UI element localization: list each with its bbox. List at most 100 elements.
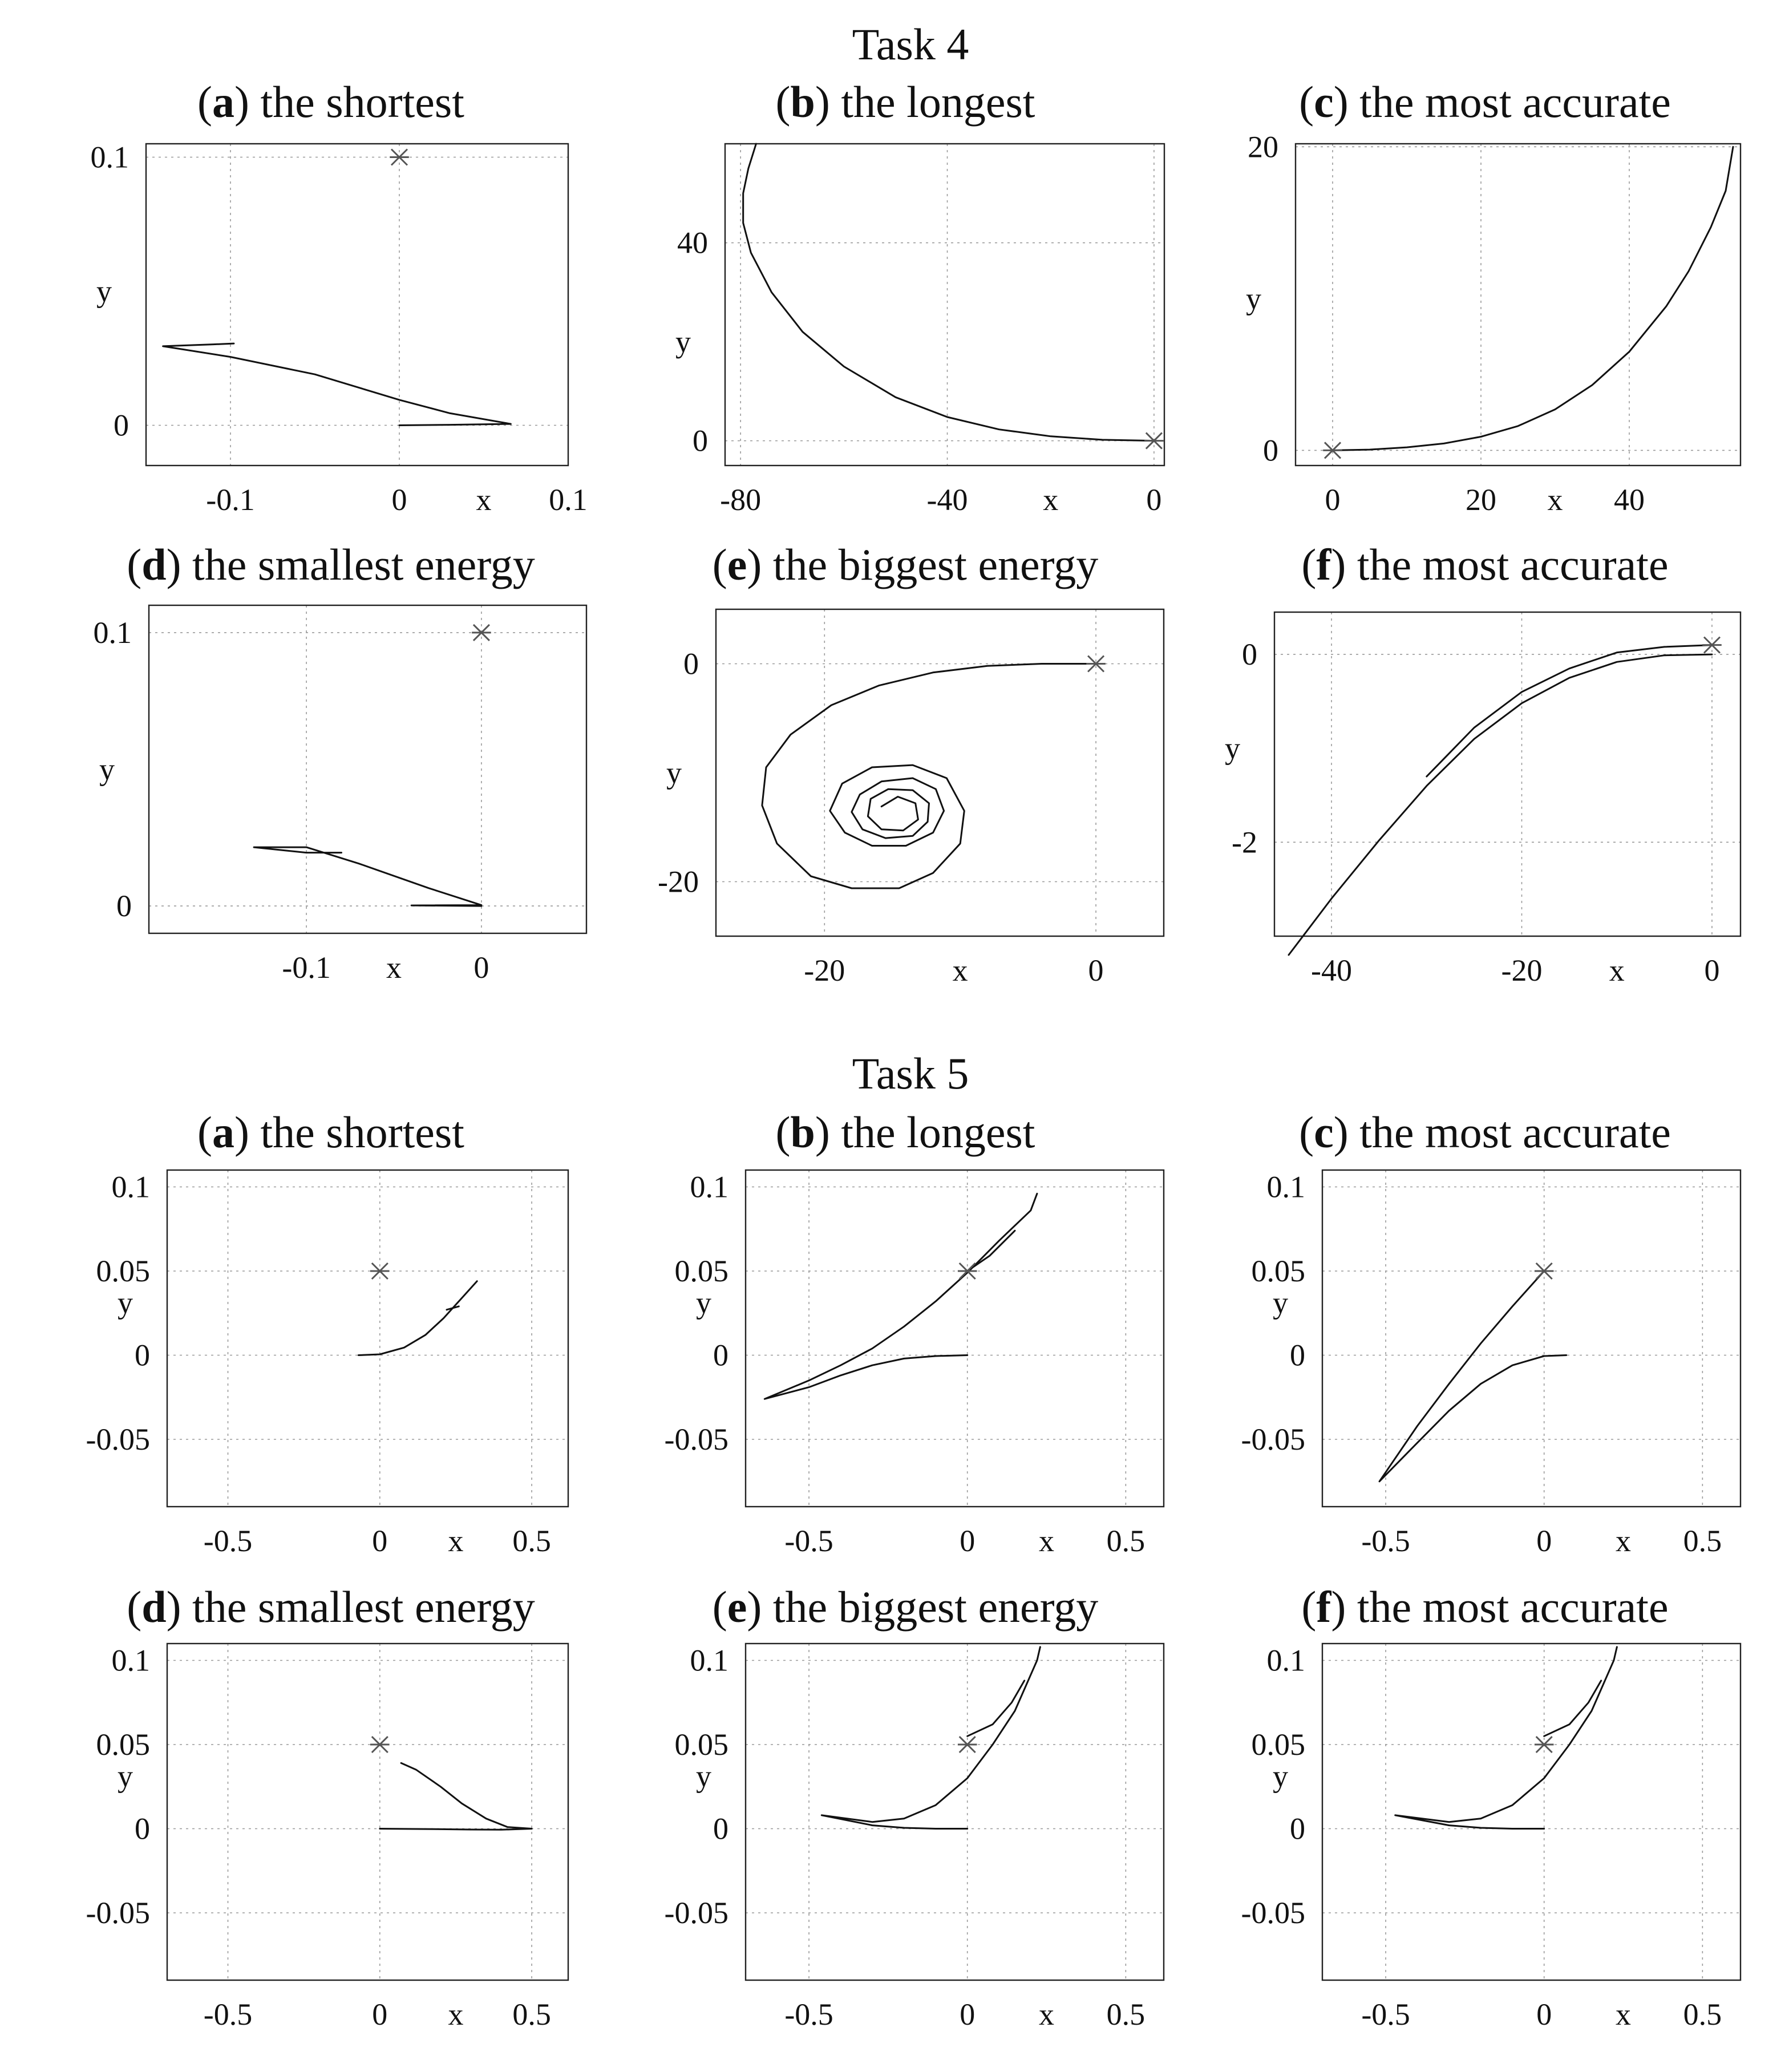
panel-letter: b [791, 77, 815, 127]
x-tick-label: -40 [1311, 953, 1352, 988]
y-axis-label: y [118, 1759, 133, 1793]
x-tick-label: 0.5 [1107, 1997, 1146, 2031]
panel-title-text: ) the smallest energy [167, 540, 535, 589]
plot-frame [724, 143, 1165, 467]
panel-title-t5f: (f) the most accurate [1301, 1582, 1668, 1632]
series-line-trajectory [763, 1192, 1038, 1400]
x-tick-label: 0.1 [549, 483, 588, 517]
y-tick-label: 0.05 [96, 1254, 151, 1288]
panel-title-text: ) the shortest [234, 77, 464, 127]
x-axis-label: x [1039, 1524, 1054, 1558]
y-tick-label: 0.1 [112, 1644, 151, 1678]
series-line-tail [446, 1305, 460, 1311]
panel-t5b: (b) the longest -0.5 0 0.5 -0.05 0 0.05 0.1 x y [665, 1107, 1165, 1558]
y-tick-label: 0 [135, 1812, 150, 1846]
panel-t5a: (a) the shortest -0.5 0 0.5 -0.05 0 0.05 0.1 x y [86, 1107, 569, 1558]
panel-t4c: (c) the most accurate 0 20 40 0 20 x y [1246, 77, 1742, 517]
panel-letter: c [1314, 77, 1334, 127]
x-axis-label: x [1039, 1997, 1054, 2031]
y-tick-label: 0.05 [1252, 1727, 1306, 1762]
x-tick-label: 0.5 [1107, 1524, 1146, 1558]
plot-frame [145, 143, 569, 467]
y-tick-label: -2 [1232, 825, 1257, 859]
panel-title-text: ) the most accurate [1334, 77, 1671, 127]
x-axis-label: x [1616, 1997, 1631, 2031]
panel-paren-open: ( [127, 540, 141, 589]
x-axis-label: x [1043, 483, 1058, 517]
y-tick-label: 0 [1263, 433, 1278, 467]
y-axis-label: y [675, 325, 691, 359]
panels: (a) the shortest-0.1 0 0.100.1xy(b) the lo… [86, 77, 1742, 2031]
panel-t5f: (f) the most accurate -0.5 0 0.5 -0.05 0 0.05 0… [1241, 1582, 1742, 2031]
panel-title-t4a: (a) the shortest [197, 77, 464, 127]
x-tick-label: 0 [1536, 1524, 1552, 1558]
plot-frame [1321, 1642, 1742, 1981]
series-line-trajectory [379, 1762, 533, 1831]
series-line-trajectory [1331, 145, 1734, 451]
y-tick-label: 0 [135, 1338, 150, 1373]
y-tick-label: 0.1 [91, 140, 129, 175]
y-tick-label: 0.1 [1267, 1644, 1306, 1678]
y-tick-label: -0.05 [1241, 1896, 1305, 1930]
series-line-trajectory [358, 1280, 478, 1356]
panel-t4b: (b) the longest -80 -40 0 0 40 x y [675, 77, 1165, 517]
panel-title-t4c: (c) the most accurate [1299, 77, 1671, 127]
target-marker [472, 624, 491, 641]
series-line-tail [966, 1680, 1026, 1737]
x-tick-label: 20 [1466, 483, 1496, 517]
y-tick-label: 40 [677, 226, 708, 260]
y-axis-label: y [696, 1285, 711, 1320]
panel-t4e: (e) the biggest energy -20 0 -20 0 x y [658, 540, 1165, 988]
series-line-trajectory [820, 1646, 1041, 1830]
plot-frame [744, 1169, 1165, 1508]
y-tick-label: 0.05 [1252, 1254, 1306, 1288]
x-tick-label: 40 [1614, 483, 1645, 517]
y-tick-label: 0 [1290, 1338, 1305, 1373]
panel-title-text: ) the shortest [234, 1107, 464, 1157]
x-axis-label: x [1548, 483, 1563, 517]
panel-paren-open: ( [1299, 1107, 1314, 1157]
x-tick-label: 0.5 [512, 1997, 551, 2031]
y-tick-label: 0 [1290, 1812, 1305, 1846]
y-tick-label: 0 [116, 889, 132, 923]
panel-title-text: ) the most accurate [1331, 540, 1668, 589]
panel-title-t5b: (b) the longest [776, 1107, 1035, 1157]
y-tick-label: 0.1 [690, 1170, 729, 1204]
x-tick-label: -0.5 [784, 1524, 833, 1558]
y-tick-label: 20 [1248, 130, 1278, 164]
x-tick-label: -20 [1501, 953, 1543, 988]
target-marker [1534, 1262, 1554, 1280]
series-line-trajectory [1288, 653, 1713, 956]
panel-letter: a [212, 77, 234, 127]
y-tick-label: 0.05 [675, 1254, 729, 1288]
panel-title-t5d: (d) the smallest energy [127, 1582, 535, 1632]
panel-title-text: ) the most accurate [1334, 1107, 1671, 1157]
x-tick-label: 0.5 [1683, 1524, 1722, 1558]
panel-letter: a [212, 1107, 234, 1157]
panel-title-t5a: (a) the shortest [197, 1107, 464, 1157]
target-marker [1702, 636, 1722, 654]
x-tick-label: 0 [1536, 1997, 1552, 2031]
x-tick-label: -40 [927, 483, 968, 517]
y-axis-label: y [1273, 1285, 1288, 1320]
panel-title-t5c: (c) the most accurate [1299, 1107, 1671, 1157]
x-tick-label: 0 [372, 1997, 387, 2031]
x-tick-label: 0 [960, 1524, 975, 1558]
x-tick-label: -20 [804, 953, 845, 988]
x-tick-label: 0 [392, 483, 407, 517]
x-axis-label: x [1616, 1524, 1631, 1558]
series-line-trajectory [253, 846, 483, 907]
x-tick-label: -0.5 [1361, 1524, 1410, 1558]
target-marker [1144, 432, 1164, 450]
panel-title-t4f: (f) the most accurate [1301, 540, 1668, 589]
x-tick-label: 0.5 [512, 1524, 551, 1558]
y-tick-label: 0 [683, 647, 699, 681]
x-tick-label: -0.5 [204, 1524, 252, 1558]
panel-letter: c [1314, 1107, 1334, 1157]
y-tick-label: 0 [713, 1812, 728, 1846]
y-tick-label: -0.05 [86, 1896, 150, 1930]
y-axis-label: y [1225, 731, 1240, 766]
panel-t5e: (e) the biggest energy -0.5 0 0.5 -0.05 0 0.05… [665, 1582, 1165, 2031]
series-line-tail [966, 1229, 1016, 1272]
